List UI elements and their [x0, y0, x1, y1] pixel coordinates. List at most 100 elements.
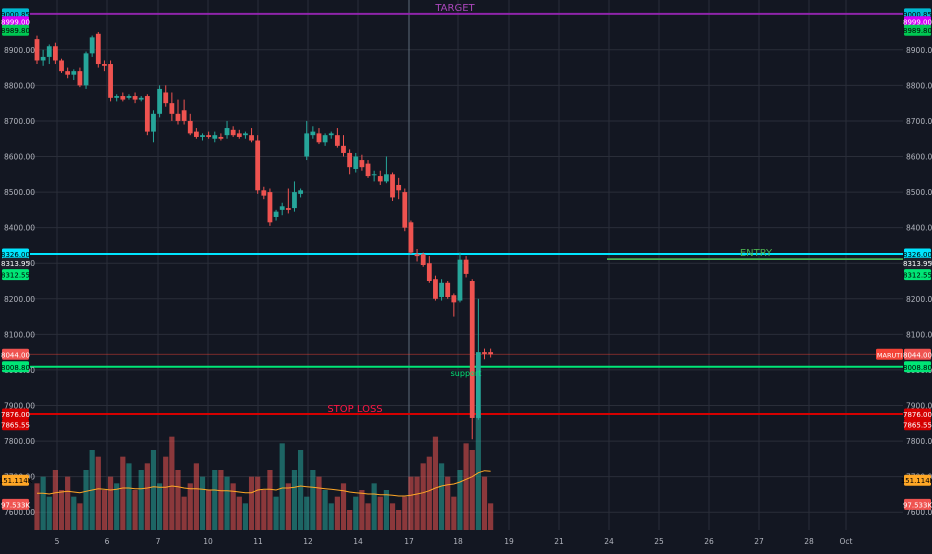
candle-body	[457, 259, 463, 301]
volume-bar	[52, 470, 58, 530]
support-label: support	[451, 369, 482, 378]
candle-body	[243, 133, 248, 136]
candle-body	[316, 133, 322, 143]
candle-body	[298, 190, 303, 194]
volume-bar	[377, 496, 383, 530]
time-axis[interactable]: 5 6 7 10 11 12 14 17 18 19 21 24 25 26 27 28 Oct	[55, 537, 853, 546]
candle-body	[175, 113, 181, 121]
candles	[34, 32, 494, 440]
candle-body	[273, 211, 279, 217]
candle-body	[102, 64, 107, 66]
volume-bar	[304, 496, 310, 530]
volume-bar	[77, 503, 83, 530]
price-tick-label-left: 7600.00	[4, 508, 35, 517]
volume-bar	[107, 476, 114, 530]
candle-body	[255, 140, 261, 191]
price-badge-right	[904, 498, 931, 510]
volume-bar	[322, 490, 328, 530]
price-tick-label-right: 8600.00	[906, 153, 932, 162]
price-badge-text-left: 8999.00	[1, 19, 30, 27]
price-tick-label-right: 8500.00	[906, 188, 932, 197]
level-labels: TARGET ENTRY support STOP LOSS	[327, 3, 773, 415]
candle-body	[230, 129, 236, 136]
volume-bar	[334, 496, 340, 530]
date-tick-label: Oct	[840, 537, 853, 546]
candle-body	[163, 92, 169, 104]
volume-bar	[396, 510, 402, 530]
date-tick-label: 10	[203, 537, 213, 546]
volume-bar	[224, 476, 230, 530]
volume-bar	[144, 463, 150, 530]
volume-bar	[463, 443, 469, 530]
candle-body	[334, 135, 340, 146]
price-badge-text-right: 97.533K	[903, 501, 932, 509]
volume-bar	[445, 476, 451, 530]
target-label: TARGET	[434, 3, 475, 14]
price-badge-text-right: 8313.95	[903, 260, 932, 268]
candle-body	[132, 96, 138, 100]
price-tick-label-left: 8800.00	[4, 81, 35, 90]
candle-body	[482, 352, 487, 354]
price-badge-left	[2, 16, 29, 28]
price-badge-text-left: 7865.55	[1, 422, 30, 430]
candle-body	[114, 96, 120, 98]
candle-body	[475, 352, 481, 418]
candle-body	[40, 56, 46, 61]
price-badge-left	[2, 248, 29, 260]
price-badge-right	[904, 257, 931, 269]
volume-bar	[353, 496, 359, 530]
volume-bar	[310, 470, 316, 530]
volume-bars	[34, 410, 494, 530]
candle-body	[396, 184, 402, 191]
price-badge-text-left: 9000.85	[1, 11, 30, 19]
price-badge-left	[2, 408, 29, 420]
volume-bar	[432, 436, 439, 530]
volume-bar	[181, 496, 187, 530]
candle-body	[95, 33, 101, 65]
price-badge-right	[904, 24, 931, 36]
candle-body	[328, 133, 334, 136]
volume-moving-average	[37, 470, 491, 497]
price-badge-right	[904, 474, 931, 486]
volume-bar	[420, 463, 426, 530]
volume-bar	[328, 503, 334, 530]
symbol-tag-text: MARUTI	[877, 351, 902, 359]
volume-bar	[273, 496, 279, 530]
candle-body	[120, 96, 126, 100]
candle-body	[433, 279, 438, 299]
date-tick-label: 6	[105, 537, 110, 546]
candle-body	[439, 282, 444, 298]
price-tick-label-right: 8900.00	[906, 46, 932, 55]
price-tick-label-right: 8400.00	[906, 224, 932, 233]
price-badge-right	[904, 248, 931, 260]
candle-body	[218, 136, 224, 139]
entry-label: ENTRY	[740, 248, 773, 259]
candle-body	[89, 37, 95, 54]
symbol-tag	[876, 348, 903, 360]
candle-body	[310, 131, 316, 136]
price-levels[interactable]	[30, 12, 903, 416]
price-badge-text-left: 97.533K	[1, 501, 30, 509]
volume-bar	[65, 476, 71, 530]
volume-bar	[365, 503, 371, 530]
candle-body	[347, 152, 353, 168]
price-badge-text-left: 8313.95	[1, 260, 30, 268]
price-tick-label-left: 7800.00	[4, 437, 35, 446]
volume-bar	[150, 450, 157, 530]
price-badge-left	[2, 419, 29, 431]
volume-bar	[457, 470, 463, 530]
candle-body	[426, 263, 432, 282]
volume-bar	[230, 483, 236, 530]
candle-body	[414, 254, 420, 257]
volume-bar	[255, 476, 261, 530]
price-tick-label-right: 8100.00	[906, 330, 932, 339]
volume-bar	[187, 483, 193, 530]
volume-bar	[58, 490, 65, 530]
price-tick-label-right: 7800.00	[906, 437, 932, 446]
volume-bar	[120, 456, 126, 530]
candle-body	[261, 190, 267, 196]
candle-body	[144, 96, 150, 132]
volume-bar	[475, 410, 481, 530]
